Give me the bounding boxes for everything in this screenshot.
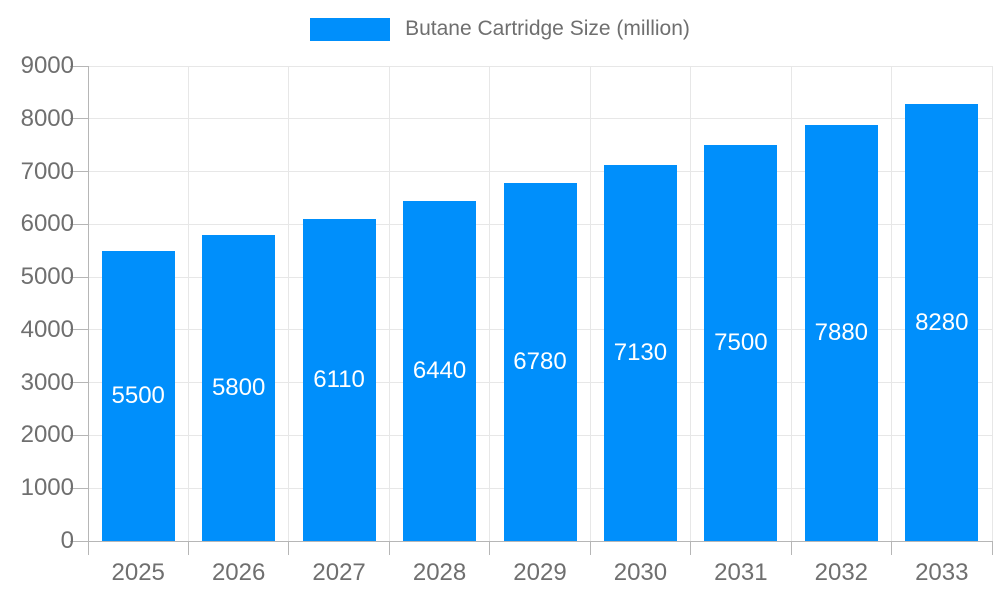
x-axis-tick <box>187 541 189 555</box>
bar-value-label: 8280 <box>915 308 969 336</box>
x-tick-label: 2026 <box>211 559 266 586</box>
bar[interactable] <box>302 218 376 541</box>
x-axis-tick <box>991 541 993 555</box>
bar[interactable] <box>603 164 677 541</box>
gridline-vertical <box>991 66 993 541</box>
y-tick-label: 8000 <box>20 104 74 132</box>
bar[interactable] <box>503 183 577 541</box>
x-axis-tick <box>388 541 390 555</box>
legend[interactable]: Butane Cartridge Size (million) <box>0 17 1000 41</box>
gridline-vertical <box>489 66 491 541</box>
gridline-vertical <box>589 66 591 541</box>
gridline-vertical <box>690 66 692 541</box>
x-axis-tick <box>288 541 290 555</box>
bar[interactable] <box>202 234 276 541</box>
bar[interactable] <box>704 145 778 541</box>
x-axis-tick <box>891 541 893 555</box>
y-tick-label: 9000 <box>20 52 74 79</box>
y-tick-label: 7000 <box>20 157 74 185</box>
bar-value-label: 7880 <box>814 319 869 347</box>
gridline-vertical <box>891 66 893 541</box>
bar-value-label: 5800 <box>211 373 266 401</box>
bar[interactable] <box>101 250 175 541</box>
y-tick-label: 2000 <box>20 421 74 449</box>
x-tick-label: 2028 <box>412 559 467 586</box>
bar-value-label: 6440 <box>412 357 467 385</box>
y-tick-label: 5000 <box>20 263 74 291</box>
x-axis-tick <box>489 541 491 555</box>
y-tick-label: 3000 <box>20 368 74 396</box>
x-tick-label: 2025 <box>111 559 165 586</box>
x-tick-label: 2031 <box>714 559 768 586</box>
bar-value-label: 6780 <box>513 348 567 376</box>
bar[interactable] <box>905 104 979 541</box>
bar[interactable] <box>804 125 878 541</box>
y-tick-label: 1000 <box>20 474 74 502</box>
y-tick-label: 4000 <box>20 315 74 343</box>
x-tick-label: 2030 <box>613 559 668 586</box>
gridline-vertical <box>187 66 189 541</box>
x-tick-label: 2029 <box>513 559 567 586</box>
gridline-horizontal <box>88 118 992 120</box>
legend-label: Butane Cartridge Size (million) <box>405 17 690 40</box>
gridline-horizontal <box>88 65 992 67</box>
x-tick-label: 2033 <box>915 559 969 586</box>
gridline-vertical <box>288 66 290 541</box>
y-tick-label: 0 <box>60 527 74 554</box>
x-tick-label: 2032 <box>814 559 869 586</box>
x-axis-tick <box>790 541 792 555</box>
bar-value-label: 7130 <box>613 338 668 366</box>
gridline-vertical <box>388 66 390 541</box>
bar-value-label: 7500 <box>714 329 768 357</box>
legend-swatch-icon <box>310 17 391 41</box>
x-axis-tick <box>690 541 692 555</box>
y-tick-label: 6000 <box>20 210 74 238</box>
x-axis-tick <box>589 541 591 555</box>
x-tick-label: 2027 <box>312 559 366 586</box>
gridline-vertical <box>790 66 792 541</box>
plot-area: 5500 5800 6110 6440 6780 7130 7500 7880 8280 <box>88 65 993 541</box>
bar[interactable] <box>403 201 477 541</box>
x-axis-tick <box>87 541 89 555</box>
bar-value-label: 6110 <box>313 365 365 393</box>
bar-value-label: 5500 <box>111 381 165 409</box>
